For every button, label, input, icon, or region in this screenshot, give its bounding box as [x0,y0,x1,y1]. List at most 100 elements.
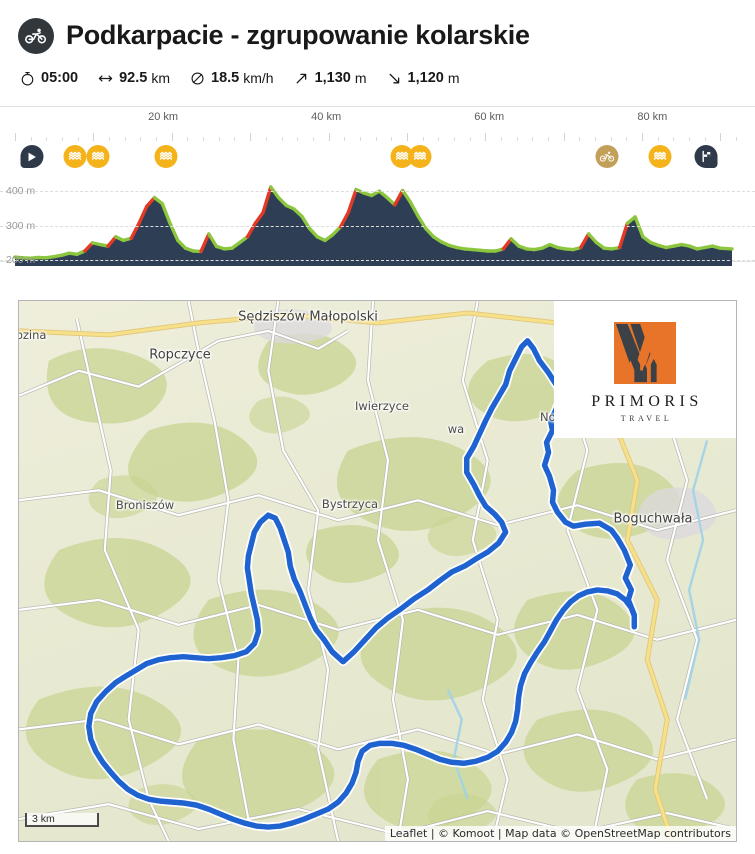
elevation-waypoint-hill-climb[interactable] [648,145,672,168]
elevation-tick [234,137,236,141]
elevation-tick [469,137,471,141]
elevation-waypoint-hill-climb[interactable] [86,145,110,168]
elevation-y-tick-label: 300 m [6,219,36,232]
elevation-tick [218,137,220,141]
elevation-tick [109,137,111,141]
elevation-tick [124,137,126,141]
distance-arrows-icon [98,71,113,86]
primoris-logo-wordmark: PRIMORIS [591,393,703,410]
elevation-edge-segment [393,188,405,207]
elevation-edge-segment [106,235,118,248]
stat-duration-value: 05:00 [41,70,79,86]
map-attribution[interactable]: Leaflet | © Komoot | Map data © OpenStre… [384,826,736,841]
elevation-tick [673,137,675,141]
elevation-edge-segment [586,232,599,245]
elevation-edge-segment [338,210,350,229]
elevation-tick [626,137,628,141]
elevation-tick [563,133,565,141]
partner-logo: PRIMORIS TRAVEL [554,301,736,438]
elevation-tick [62,137,64,141]
elevation-tick [500,137,502,141]
elevation-tick [344,137,346,141]
elevation-tick [610,137,612,141]
elevation-waypoint-rail [0,143,755,173]
elevation-x-axis: 20 km 40 km 60 km 80 km [0,111,755,131]
elevation-edge-segment [292,207,304,218]
elevation-edge-segment [276,195,288,208]
elevation-tick [30,137,32,141]
rivers [446,440,709,800]
stat-ascent: 1,130 m [294,70,367,86]
elevation-edge-segment [617,221,630,250]
elevation-tick [438,137,440,141]
elevation-edge-segment [718,246,734,251]
elevation-edge-segment [579,232,591,250]
elevation-edge-segment [509,237,521,248]
stopwatch-icon [20,71,35,86]
elevation-area-path [13,185,734,266]
elevation-edge-segment [145,195,157,208]
map-canvas[interactable]: Sędziszów Małopolski bzina Ropczyce Iwierzy… [19,301,736,841]
descent-arrow-icon [387,71,402,86]
elevation-tick [391,137,393,141]
elevation-waypoint-hill-climb[interactable] [408,145,432,168]
elevation-edge-segment [269,185,281,200]
elevation-tick [281,137,283,141]
elevation-tick [704,137,706,141]
ascent-arrow-icon [294,71,309,86]
elevation-tick [422,137,424,141]
elevation-waypoint-hill-climb[interactable] [63,145,87,168]
elevation-y-tick-label: 200 m [6,253,36,266]
elevation-tick-rail [0,133,755,141]
elevation-waypoint-hill-climb[interactable] [390,145,414,168]
elevation-edge-segment [331,225,343,237]
elevation-tick [297,137,299,141]
elevation-waypoint-start-play[interactable] [20,145,44,168]
elevation-tick [453,137,455,141]
elevation-gridline [0,225,755,227]
elevation-tick [203,137,205,141]
stat-descent-unit: m [447,70,460,86]
elevation-tick [485,133,487,141]
elevation-tick [516,137,518,141]
elevation-chart[interactable]: 400 m 300 m 200 m [0,174,755,266]
elevation-profile[interactable]: 20 km 40 km 60 km 80 km 400 m 300 m 200 m [0,106,755,266]
page-title: Podkarpacie - zgrupowanie kolarskie [66,20,530,51]
elevation-tick [328,133,330,141]
elevation-tick [406,133,408,141]
elevation-tick [375,137,377,141]
stat-ascent-unit: m [354,70,367,86]
elevation-tick [265,137,267,141]
elevation-edge-segment [253,210,265,225]
elevation-gridline [0,259,755,261]
stat-avg-speed-value: 18.5 [211,70,240,86]
elevation-tick [720,133,722,141]
elevation-tick [187,137,189,141]
elevation-tick [171,133,173,141]
elevation-edge-segment [199,232,211,254]
route-line [86,338,638,830]
elevation-gridline [0,190,755,192]
elevation-tick [250,133,252,141]
cyclist-icon [18,18,54,54]
elevation-waypoint-bicycle[interactable] [595,145,619,168]
map-container[interactable]: Sędziszów Małopolski bzina Ropczyce Iwierzy… [18,300,737,842]
elevation-edge-segment [400,188,412,204]
elevation-tick [641,133,643,141]
elevation-x-tick-label: 20 km [148,111,179,123]
elevation-tick [359,137,361,141]
elevation-edge-segment [408,200,420,218]
elevation-tick [77,137,79,141]
map-scale-bar: 3 km [25,813,99,827]
elevation-x-tick-label: 80 km [637,111,668,123]
primoris-logo-tagline: TRAVEL [620,414,673,423]
elevation-waypoint-hill-climb[interactable] [154,145,178,168]
elevation-tick [532,137,534,141]
elevation-edge-segment [176,238,188,250]
stat-distance: 92.5 km [98,70,170,86]
stat-descent-value: 1,120 [407,70,444,86]
elevation-tick [140,137,142,141]
elevation-tick [594,137,596,141]
elevation-waypoint-finish-flag[interactable] [694,145,718,168]
